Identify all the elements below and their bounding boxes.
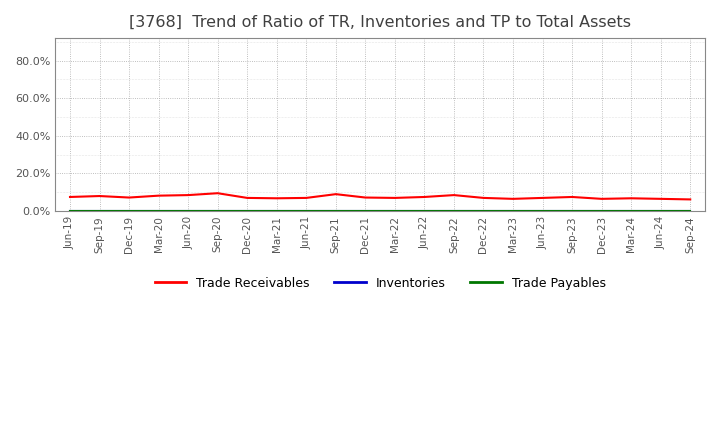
Trade Receivables: [125, 195, 133, 200]
Trade Payables: [361, 208, 369, 213]
Trade Receivables: [420, 194, 428, 200]
Trade Receivables: [480, 195, 488, 201]
Trade Receivables: [390, 195, 399, 201]
Inventories: [302, 208, 310, 213]
Trade Receivables: [598, 196, 606, 202]
Trade Payables: [449, 208, 458, 213]
Trade Payables: [95, 208, 104, 213]
Legend: Trade Receivables, Inventories, Trade Payables: Trade Receivables, Inventories, Trade Pa…: [150, 272, 611, 295]
Trade Receivables: [95, 194, 104, 199]
Trade Payables: [598, 208, 606, 213]
Inventories: [125, 208, 133, 213]
Trade Payables: [272, 208, 281, 213]
Trade Payables: [480, 208, 488, 213]
Trade Receivables: [568, 194, 577, 200]
Inventories: [66, 208, 74, 213]
Trade Receivables: [657, 196, 665, 202]
Inventories: [568, 208, 577, 213]
Trade Payables: [509, 208, 518, 213]
Trade Receivables: [361, 195, 369, 200]
Trade Payables: [686, 208, 695, 213]
Trade Receivables: [213, 191, 222, 196]
Inventories: [598, 208, 606, 213]
Trade Payables: [539, 208, 547, 213]
Trade Receivables: [686, 197, 695, 202]
Trade Receivables: [184, 192, 192, 198]
Trade Receivables: [154, 193, 163, 198]
Inventories: [390, 208, 399, 213]
Trade Receivables: [539, 195, 547, 201]
Trade Payables: [213, 208, 222, 213]
Trade Payables: [420, 208, 428, 213]
Inventories: [361, 208, 369, 213]
Inventories: [509, 208, 518, 213]
Trade Receivables: [66, 194, 74, 200]
Inventories: [449, 208, 458, 213]
Trade Payables: [568, 208, 577, 213]
Trade Payables: [125, 208, 133, 213]
Inventories: [95, 208, 104, 213]
Trade Payables: [627, 208, 636, 213]
Trade Payables: [184, 208, 192, 213]
Trade Receivables: [449, 192, 458, 198]
Trade Payables: [331, 208, 340, 213]
Trade Receivables: [509, 196, 518, 202]
Title: [3768]  Trend of Ratio of TR, Inventories and TP to Total Assets: [3768] Trend of Ratio of TR, Inventories…: [129, 15, 631, 30]
Inventories: [184, 208, 192, 213]
Trade Receivables: [331, 191, 340, 197]
Trade Payables: [243, 208, 251, 213]
Trade Payables: [302, 208, 310, 213]
Inventories: [539, 208, 547, 213]
Inventories: [657, 208, 665, 213]
Inventories: [686, 208, 695, 213]
Inventories: [627, 208, 636, 213]
Inventories: [480, 208, 488, 213]
Trade Receivables: [243, 195, 251, 201]
Inventories: [154, 208, 163, 213]
Trade Receivables: [272, 196, 281, 201]
Inventories: [243, 208, 251, 213]
Line: Trade Receivables: Trade Receivables: [70, 193, 690, 199]
Trade Payables: [657, 208, 665, 213]
Inventories: [213, 208, 222, 213]
Inventories: [420, 208, 428, 213]
Trade Payables: [390, 208, 399, 213]
Trade Receivables: [627, 196, 636, 201]
Inventories: [331, 208, 340, 213]
Trade Payables: [66, 208, 74, 213]
Trade Payables: [154, 208, 163, 213]
Inventories: [272, 208, 281, 213]
Trade Receivables: [302, 195, 310, 201]
